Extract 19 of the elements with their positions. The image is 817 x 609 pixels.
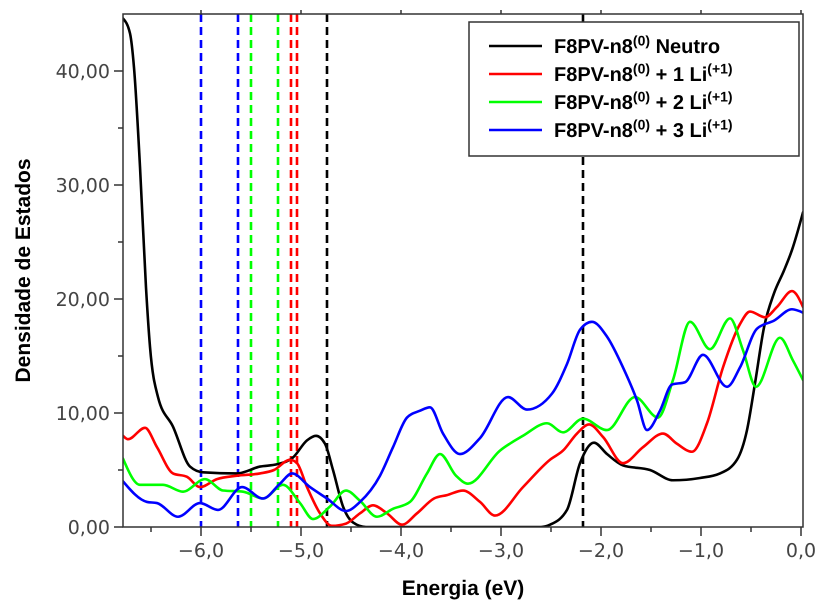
x-axis-title: Energia (eV) bbox=[402, 577, 524, 600]
x-tick-label: −2,0 bbox=[578, 540, 624, 562]
line-series bbox=[123, 17, 803, 527]
x-tick-label: −5,0 bbox=[278, 540, 324, 562]
legend-label: F8PV-n8$^{(0)}$ + 3 Li$^{(+1)}$ bbox=[554, 116, 733, 142]
y-tick-label: 20,00 bbox=[56, 289, 110, 311]
legend-label: F8PV-n8$^{(0)}$ + 2 Li$^{(+1)}$ bbox=[554, 88, 733, 114]
x-tick-label: −6,0 bbox=[178, 540, 224, 562]
x-tick-label: 0,0 bbox=[786, 540, 816, 562]
legend-label: F8PV-n8$^{(0)}$ + 1 Li$^{(+1)}$ bbox=[554, 60, 733, 86]
x-tick-label: −1,0 bbox=[678, 540, 724, 562]
y-tick-label: 10,00 bbox=[56, 403, 110, 425]
x-tick-label: −4,0 bbox=[378, 540, 424, 562]
legend-label: F8PV-n8$^{(0)}$ Neutro bbox=[554, 32, 720, 58]
y-axis-title: Densidade de Estados bbox=[12, 158, 35, 383]
y-tick-label: 0,00 bbox=[68, 517, 110, 539]
x-tick-label: −3,0 bbox=[478, 540, 524, 562]
y-tick-label: 30,00 bbox=[56, 175, 110, 197]
y-tick-label: 40,00 bbox=[56, 61, 110, 83]
